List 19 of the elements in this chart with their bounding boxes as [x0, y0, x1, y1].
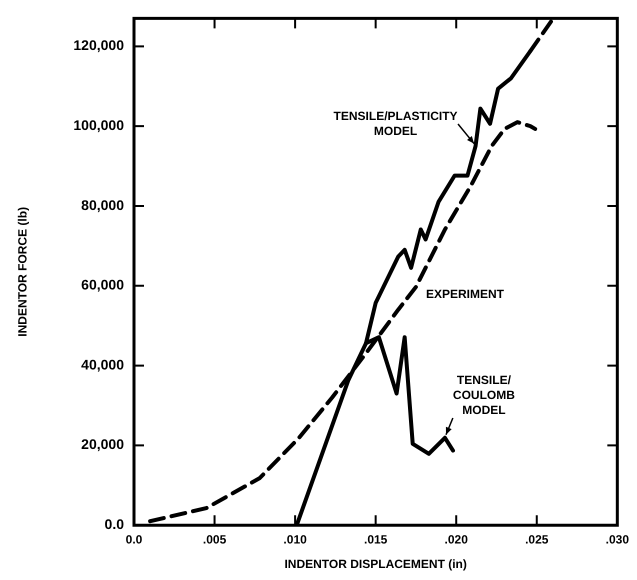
x-tick-label: .005 [202, 532, 227, 547]
y-axis-title: INDENTOR FORCE (lb) [16, 206, 30, 337]
y-tick-label: 100,000 [73, 117, 124, 134]
y-tick-label: 20,000 [81, 436, 124, 452]
x-tick-label: .010 [283, 532, 308, 547]
y-tick-label: 0.0 [104, 516, 124, 532]
y-tick-label: 60,000 [81, 276, 124, 293]
series-label: EXPERIMENT [426, 287, 504, 302]
y-tick-label: 40,000 [81, 356, 124, 372]
y-tick-label: 80,000 [81, 196, 124, 213]
x-tick-label: 0.0 [126, 532, 143, 547]
x-axis-title: INDENTOR DISPLACEMENT (in) [284, 557, 467, 572]
x-tick-label: .030 [606, 532, 630, 547]
x-tick-label: .015 [364, 532, 388, 547]
series-label: TENSILE/COULOMB MODEL [452, 373, 515, 418]
series-label: TENSILE/PLASTICITY MODEL [334, 109, 458, 140]
x-tick-label: .025 [525, 532, 549, 547]
x-tick-label: .020 [444, 532, 468, 547]
y-tick-label: 120,000 [73, 37, 124, 54]
